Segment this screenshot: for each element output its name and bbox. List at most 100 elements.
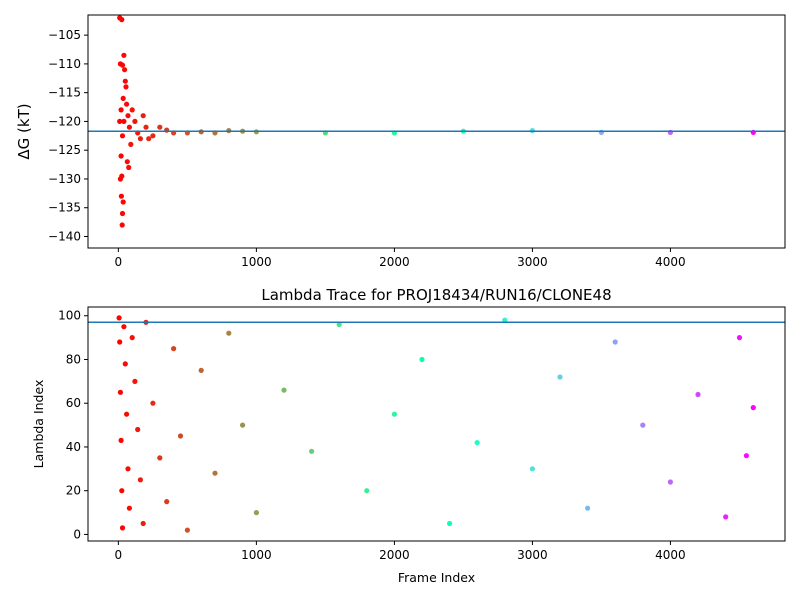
- delta-g-axes-frame: [87, 14, 786, 249]
- data-point: [126, 505, 132, 511]
- data-point: [612, 339, 618, 345]
- data-point: [157, 124, 163, 130]
- y-tick-label: −125: [48, 143, 81, 157]
- data-point: [137, 477, 143, 483]
- delta-g-panel: 0 1000 2000 3000 4000 −140−135−130−125−120−1…: [15, 14, 786, 269]
- y-tick-label: 100: [58, 309, 81, 323]
- x-tick-label: 1000: [241, 548, 272, 562]
- y-tick-label: −140: [48, 229, 81, 243]
- y-tick-label: 80: [66, 352, 81, 366]
- data-point: [529, 466, 536, 472]
- data-point: [253, 509, 259, 516]
- data-point: [140, 520, 146, 527]
- data-point: [557, 374, 563, 380]
- data-point: [117, 339, 123, 345]
- data-point: [150, 133, 156, 139]
- data-point: [309, 448, 315, 454]
- x-tick-label: 4000: [655, 255, 686, 269]
- x-tick-label: 4000: [655, 548, 686, 562]
- data-point: [119, 488, 125, 494]
- data-point: [120, 199, 126, 205]
- delta-g-y-ticks: −140 −135 −130 −125 −120 −115 −110 −105: [48, 28, 88, 243]
- data-point: [125, 113, 131, 119]
- data-point: [184, 527, 190, 533]
- data-point: [122, 67, 128, 73]
- y-tick-label: 0: [73, 527, 81, 541]
- data-point: [124, 411, 130, 417]
- data-point: [132, 378, 138, 384]
- data-point: [419, 356, 425, 363]
- data-point: [125, 466, 131, 472]
- delta-g-x-ticks: 0 1000 2000 3000 4000: [115, 248, 686, 269]
- data-point: [164, 499, 170, 505]
- data-point: [447, 520, 453, 527]
- x-tick-label: 2000: [379, 255, 410, 269]
- lambda-trace-axes-frame: [87, 306, 786, 542]
- data-point: [364, 488, 370, 494]
- data-point: [124, 101, 130, 107]
- x-tick-label: 0: [115, 548, 123, 562]
- lambda-trace-panel: Lambda Trace for PROJ18434/RUN16/CLONE48…: [31, 286, 786, 585]
- data-point: [750, 405, 756, 411]
- data-point: [128, 141, 134, 147]
- data-point: [121, 324, 127, 330]
- lambda-trace-x-axis-label: Frame Index: [398, 570, 475, 585]
- data-point: [736, 335, 743, 341]
- x-tick-label: 3000: [517, 255, 548, 269]
- data-point: [667, 479, 674, 485]
- data-point: [119, 210, 126, 217]
- data-point: [118, 107, 124, 113]
- y-tick-label: 40: [66, 440, 81, 454]
- data-point: [129, 107, 135, 113]
- data-point: [723, 514, 729, 520]
- lambda-trace-scatter: [116, 315, 756, 533]
- data-point: [502, 317, 508, 323]
- data-point: [123, 84, 129, 90]
- data-point: [212, 470, 218, 476]
- lambda-trace-y-axis-label: Lambda Index: [31, 380, 46, 469]
- data-point: [129, 335, 135, 341]
- y-tick-label: −130: [48, 172, 81, 186]
- lambda-trace-title: Lambda Trace for PROJ18434/RUN16/CLONE48: [261, 286, 611, 304]
- data-point: [240, 422, 246, 428]
- data-point: [171, 346, 177, 352]
- data-point: [132, 118, 138, 124]
- y-tick-label: −115: [48, 86, 81, 100]
- data-point: [119, 133, 126, 139]
- data-point: [198, 367, 204, 373]
- lambda-trace-x-ticks: 0 1000 2000 3000 4000: [115, 541, 686, 562]
- data-point: [150, 400, 156, 406]
- data-point: [743, 453, 750, 459]
- data-point: [119, 525, 126, 531]
- data-point: [336, 321, 342, 328]
- y-tick-label: −105: [48, 28, 81, 42]
- data-point: [120, 95, 126, 101]
- data-point: [119, 222, 125, 228]
- data-point: [474, 440, 480, 446]
- data-point: [118, 153, 124, 159]
- data-point: [391, 411, 397, 417]
- data-point: [146, 136, 152, 142]
- y-tick-label: 60: [66, 396, 81, 410]
- data-point: [140, 113, 146, 119]
- data-point: [118, 193, 124, 199]
- y-tick-label: −110: [48, 57, 81, 71]
- data-point: [177, 433, 184, 439]
- data-point: [121, 118, 127, 124]
- data-point: [119, 17, 125, 23]
- data-point: [122, 361, 128, 367]
- data-point: [122, 78, 128, 84]
- x-tick-label: 1000: [241, 255, 272, 269]
- data-point: [126, 164, 132, 171]
- data-point: [640, 422, 646, 428]
- lambda-trace-y-ticks: 0 20 40 60 80 100: [58, 309, 88, 541]
- delta-g-y-axis-label: ΔG (kT): [15, 103, 33, 159]
- data-point: [117, 389, 123, 395]
- x-tick-label: 2000: [379, 548, 410, 562]
- data-point: [117, 118, 123, 124]
- data-point: [118, 437, 124, 443]
- data-point: [585, 505, 591, 511]
- y-tick-label: −120: [48, 114, 81, 128]
- data-point: [119, 62, 126, 68]
